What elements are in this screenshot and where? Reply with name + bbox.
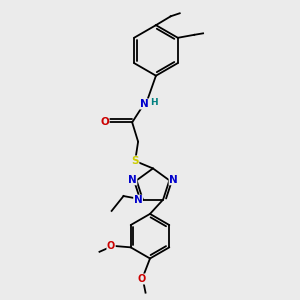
Text: N: N [169,175,178,185]
Text: N: N [140,99,148,109]
Text: O: O [100,117,109,128]
Text: O: O [107,241,115,250]
Text: N: N [128,175,137,185]
Text: O: O [138,274,146,284]
Text: H: H [150,98,158,107]
Text: S: S [131,156,139,166]
Text: N: N [134,195,142,205]
